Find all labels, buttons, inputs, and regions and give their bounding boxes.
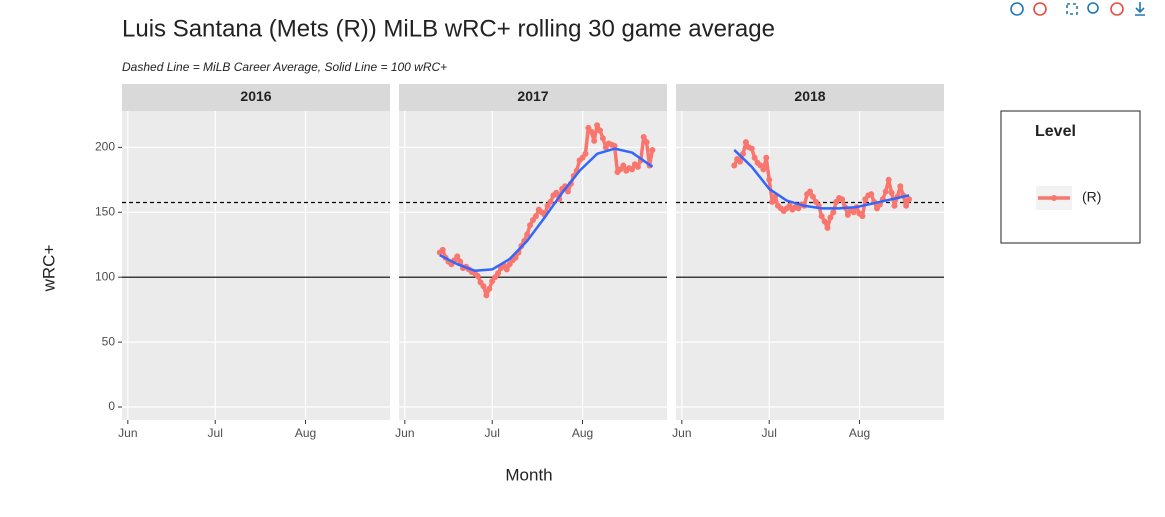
strip-label: 2017	[517, 88, 548, 104]
data-point	[527, 222, 534, 229]
y-tick-label: 100	[95, 269, 115, 283]
strip	[676, 84, 944, 111]
data-point	[769, 198, 776, 205]
data-point	[827, 214, 834, 221]
data-point	[868, 191, 875, 198]
smooth-line	[439, 147, 654, 272]
data-point	[888, 189, 895, 196]
data-point	[824, 224, 831, 231]
data-point	[751, 154, 758, 161]
data-point	[553, 189, 560, 196]
x-tick-label: Jun	[672, 426, 691, 440]
toolbar-button[interactable]	[1033, 2, 1047, 16]
y-tick-label: 50	[102, 334, 116, 348]
y-tick-label: 0	[108, 399, 115, 413]
data-point	[818, 213, 825, 220]
y-tick-label: 150	[95, 204, 115, 218]
data-point	[439, 246, 446, 253]
data-point	[591, 137, 598, 144]
data-point	[486, 285, 493, 292]
data-point	[594, 122, 601, 129]
data-point	[620, 162, 627, 169]
data-point	[906, 196, 913, 203]
data-point	[850, 209, 857, 216]
data-point	[547, 198, 554, 205]
strip-label: 2016	[240, 88, 271, 104]
data-point	[474, 272, 481, 279]
toolbar-button[interactable]	[1010, 2, 1024, 16]
x-tick-label: Aug	[295, 426, 316, 440]
toolbar	[1010, 2, 1145, 16]
data-point	[611, 143, 618, 150]
data-point	[760, 166, 767, 173]
data-point	[742, 139, 749, 146]
x-tick-label: Aug	[849, 426, 870, 440]
data-point	[809, 193, 816, 200]
data-point	[483, 292, 490, 299]
panel-background	[399, 111, 667, 420]
data-point	[588, 128, 595, 135]
legend-title: Level	[1035, 123, 1076, 140]
x-axis-title: Month	[505, 465, 552, 484]
x-tick-label: Aug	[572, 426, 593, 440]
data-point	[885, 176, 892, 183]
data-point	[640, 133, 647, 140]
legend-label: (R)	[1082, 189, 1101, 205]
toolbar-button[interactable]	[1110, 2, 1124, 16]
data-point	[731, 162, 738, 169]
data-point	[480, 283, 487, 290]
data-point	[903, 202, 910, 209]
x-tick-label: Jul	[208, 426, 223, 440]
y-axis-title: wRC+	[39, 245, 58, 293]
data-point	[882, 188, 889, 195]
data-point	[891, 202, 898, 209]
data-point	[597, 127, 603, 134]
legend-swatch-point	[1051, 195, 1057, 201]
x-tick-label: Jul	[762, 426, 777, 440]
data-point	[629, 166, 636, 173]
data-point	[844, 211, 851, 218]
data-point	[649, 146, 656, 153]
data-point	[766, 176, 773, 183]
chart-subtitle: Dashed Line = MiLB Career Average, Solid…	[122, 60, 447, 74]
strip-label: 2018	[794, 88, 825, 104]
data-point	[830, 209, 837, 216]
chart-title: Luis Santana (Mets (R)) MiLB wRC+ rollin…	[122, 15, 775, 42]
strip	[399, 84, 667, 111]
data-point	[495, 270, 502, 277]
data-point	[457, 258, 464, 265]
data-point	[763, 154, 770, 161]
toolbar-button[interactable]	[1087, 2, 1099, 14]
data-point	[454, 253, 461, 260]
data-point	[859, 213, 866, 220]
data-point	[807, 188, 813, 195]
x-tick-label: Jul	[485, 426, 500, 440]
data-point	[503, 266, 510, 273]
panel-background	[676, 111, 944, 420]
data-point	[748, 145, 755, 152]
toolbar-button[interactable]	[1066, 3, 1078, 15]
smooth-line	[733, 149, 910, 210]
panel-background	[122, 111, 390, 420]
data-point	[737, 158, 744, 165]
toolbar-button[interactable]	[1135, 2, 1145, 16]
legend-box	[1000, 110, 1141, 244]
data-point	[524, 231, 531, 238]
y-tick-label: 200	[95, 140, 115, 154]
data-point	[634, 163, 641, 170]
strip	[122, 84, 390, 111]
data-point	[839, 196, 846, 203]
x-tick-label: Jun	[395, 426, 414, 440]
data-point	[532, 213, 539, 220]
data-point	[582, 150, 589, 157]
data-point	[897, 183, 904, 190]
data-point	[599, 135, 606, 142]
x-tick-label: Jun	[118, 426, 137, 440]
data-point	[564, 188, 571, 195]
data-point	[821, 218, 828, 225]
data-point	[643, 139, 650, 146]
